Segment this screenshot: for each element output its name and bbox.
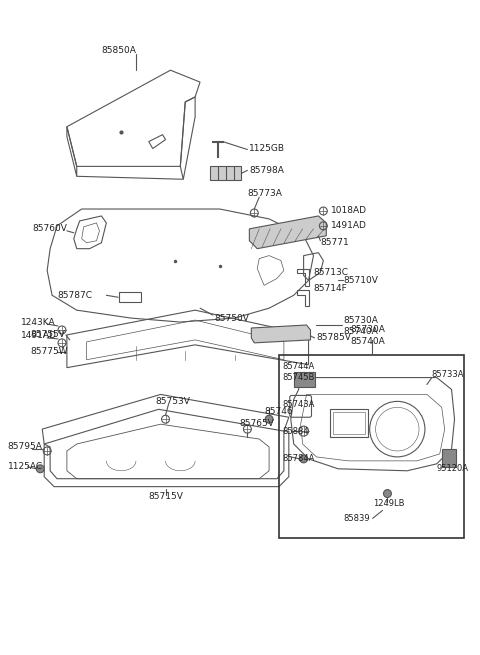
Text: 85839: 85839 xyxy=(343,514,370,523)
Text: 85746: 85746 xyxy=(264,407,293,416)
Bar xyxy=(330,409,368,437)
Text: 85713C: 85713C xyxy=(313,268,348,277)
Text: 85744A: 85744A xyxy=(282,362,314,371)
Circle shape xyxy=(300,455,308,463)
Text: 85730A: 85730A xyxy=(350,326,385,335)
Bar xyxy=(119,292,141,302)
Text: 85884: 85884 xyxy=(282,426,309,436)
Bar xyxy=(279,355,464,538)
Circle shape xyxy=(36,465,44,473)
Text: 85714F: 85714F xyxy=(313,284,347,293)
Text: 85710V: 85710V xyxy=(343,276,378,285)
Text: 1018AD: 1018AD xyxy=(331,206,367,215)
Text: 85740A: 85740A xyxy=(350,337,385,346)
Text: 85850A: 85850A xyxy=(101,46,136,55)
Text: 85775W: 85775W xyxy=(30,347,68,356)
Text: 85787C: 85787C xyxy=(57,291,92,300)
Text: 85773A: 85773A xyxy=(247,189,282,198)
Circle shape xyxy=(265,415,273,423)
Text: 85755V: 85755V xyxy=(30,330,65,339)
Polygon shape xyxy=(252,325,311,343)
Text: 1491AD: 1491AD xyxy=(331,221,367,231)
Bar xyxy=(333,412,365,434)
Text: 1491AD: 1491AD xyxy=(21,331,57,341)
Text: 85760V: 85760V xyxy=(32,225,67,233)
Text: 1249LB: 1249LB xyxy=(372,499,404,508)
Bar xyxy=(210,166,241,180)
Text: 85753V: 85753V xyxy=(156,397,191,406)
Text: 85771: 85771 xyxy=(320,238,349,247)
Text: 85785V: 85785V xyxy=(316,333,351,343)
Bar xyxy=(294,371,315,388)
Text: 85765V: 85765V xyxy=(240,419,275,428)
Text: 85745B: 85745B xyxy=(282,373,314,382)
Polygon shape xyxy=(250,216,326,249)
Text: 85740A: 85740A xyxy=(343,328,378,337)
Text: 95120A: 95120A xyxy=(437,464,469,474)
Text: 85750V: 85750V xyxy=(215,314,250,322)
Bar xyxy=(442,449,456,467)
Text: 85743A: 85743A xyxy=(282,400,314,409)
Text: 1125AC: 1125AC xyxy=(8,462,43,472)
Text: 85730A: 85730A xyxy=(343,316,378,325)
Text: 85798A: 85798A xyxy=(250,166,284,175)
Text: 85784A: 85784A xyxy=(282,455,314,463)
Text: 85715V: 85715V xyxy=(148,492,183,501)
Text: 85733A: 85733A xyxy=(432,370,464,379)
Text: 1243KA: 1243KA xyxy=(21,318,55,327)
Text: 85795A: 85795A xyxy=(8,443,43,451)
Text: 1125GB: 1125GB xyxy=(250,144,286,153)
Circle shape xyxy=(384,490,391,498)
